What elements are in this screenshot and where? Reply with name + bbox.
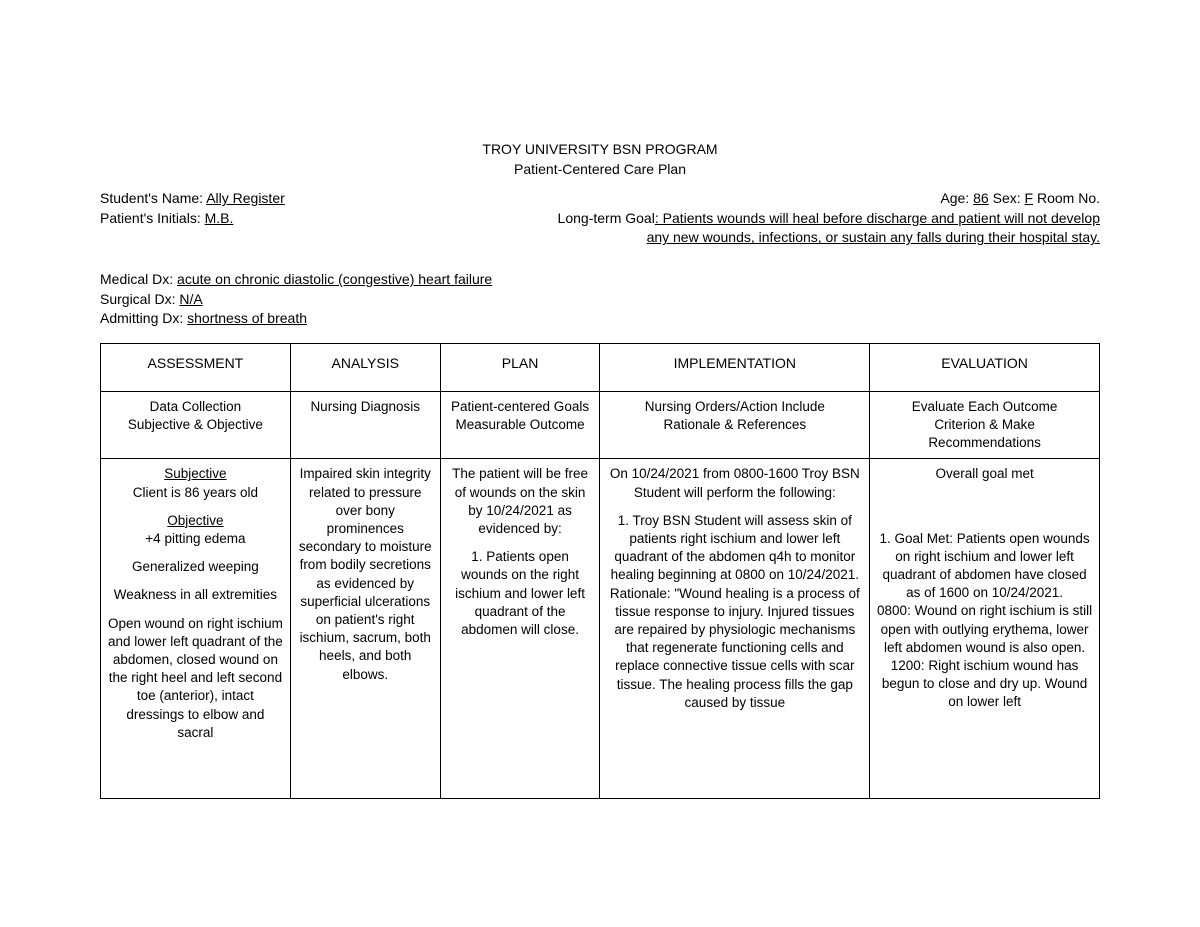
initials-value: M.B. [205,210,234,226]
info-row-1: Student's Name: Ally Register Age: 86 Se… [100,189,1100,209]
info-row-2: Patient's Initials: M.B. Long-term Goal:… [100,209,1100,248]
impl-item-1-text: 1. Troy BSN Student will assess skin of … [611,513,859,583]
sex-value: F [1025,190,1034,206]
goal-label: Long-term Goal [558,210,655,226]
admitting-dx-value: shortness of breath [187,310,307,326]
cell-plan: The patient will be free of wounds on th… [440,459,600,799]
sub-analysis: Nursing Diagnosis [290,391,440,459]
patient-age-sex-line: Age: 86 Sex: F Room No. [940,189,1100,209]
patient-initials-line: Patient's Initials: M.B. [100,209,233,229]
sub-evaluation: Evaluate Each Outcome Criterion & Make R… [870,391,1100,459]
document-header: TROY UNIVERSITY BSN PROGRAM Patient-Cent… [100,140,1100,179]
eval-1200: 1200: Right ischium wound has begun to c… [876,657,1093,712]
objective-2: Generalized weeping [107,558,284,576]
eval-0800: 0800: Wound on right ischium is still op… [876,602,1093,657]
sub-implementation: Nursing Orders/Action Include Rationale … [600,391,870,459]
sub-plan: Patient-centered Goals Measurable Outcom… [440,391,600,459]
subjective-line: Client is 86 years old [133,485,258,500]
objective-3: Weakness in all extremities [107,586,284,604]
plan-intro: The patient will be free of wounds on th… [447,465,594,538]
objective-label: Objective [167,513,223,528]
admitting-dx-label: Admitting Dx: [100,310,187,326]
table-header-row: ASSESSMENT ANALYSIS PLAN IMPLEMENTATION … [101,343,1100,391]
objective-4: Open wound on right ischium and lower le… [107,615,284,743]
surgical-dx-line: Surgical Dx: N/A [100,290,1100,310]
th-plan: PLAN [440,343,600,391]
assessment-subjective-block: Subjective Client is 86 years old [107,465,284,501]
plan-item-1: 1. Patients open wounds on the right isc… [447,548,594,639]
eval-overall: Overall goal met [876,465,1093,483]
th-analysis: ANALYSIS [290,343,440,391]
table-subheader-row: Data Collection Subjective & Objective N… [101,391,1100,459]
sub-assessment: Data Collection Subjective & Objective [101,391,291,459]
initials-label: Patient's Initials: [100,210,205,226]
th-assessment: ASSESSMENT [101,343,291,391]
objective-1: +4 pitting edema [145,531,245,546]
goal-value: : Patients wounds will heal before disch… [647,210,1100,246]
cell-evaluation: Overall goal met 1. Goal Met: Patients o… [870,459,1100,799]
admitting-dx-line: Admitting Dx: shortness of breath [100,309,1100,329]
th-implementation: IMPLEMENTATION [600,343,870,391]
surgical-dx-label: Surgical Dx: [100,291,179,307]
diagnosis-block: Medical Dx: acute on chronic diastolic (… [100,270,1100,329]
analysis-text: Impaired skin integrity related to press… [297,465,434,684]
room-label: Room No. [1033,190,1100,206]
long-term-goal-line: Long-term Goal: Patients wounds will hea… [540,209,1100,248]
cell-implementation: On 10/24/2021 from 0800-1600 Troy BSN St… [600,459,870,799]
th-evaluation: EVALUATION [870,343,1100,391]
medical-dx-label: Medical Dx: [100,271,177,287]
medical-dx-line: Medical Dx: acute on chronic diastolic (… [100,270,1100,290]
assessment-objective-block: Objective +4 pitting edema [107,512,284,548]
student-name-line: Student's Name: Ally Register [100,189,285,209]
table-data-row: Subjective Client is 86 years old Object… [101,459,1100,799]
impl-rationale: Rationale: "Wound healing is a process o… [610,586,860,710]
age-value: 86 [973,190,989,206]
age-label: Age: [940,190,973,206]
care-plan-table: ASSESSMENT ANALYSIS PLAN IMPLEMENTATION … [100,343,1100,800]
impl-intro: On 10/24/2021 from 0800-1600 Troy BSN St… [606,465,863,501]
header-title-1: TROY UNIVERSITY BSN PROGRAM [100,140,1100,160]
impl-item-1: 1. Troy BSN Student will assess skin of … [606,512,863,712]
sex-label: Sex: [989,190,1025,206]
student-name-value: Ally Register [206,190,285,206]
surgical-dx-value: N/A [179,291,202,307]
medical-dx-value: acute on chronic diastolic (congestive) … [177,271,492,287]
cell-assessment: Subjective Client is 86 years old Object… [101,459,291,799]
subjective-label: Subjective [164,466,226,481]
student-name-label: Student's Name: [100,190,206,206]
header-title-2: Patient-Centered Care Plan [100,160,1100,180]
eval-item-1: 1. Goal Met: Patients open wounds on rig… [876,530,1093,603]
cell-analysis: Impaired skin integrity related to press… [290,459,440,799]
